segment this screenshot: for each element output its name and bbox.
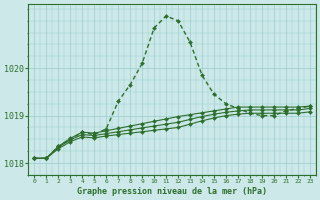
X-axis label: Graphe pression niveau de la mer (hPa): Graphe pression niveau de la mer (hPa) bbox=[77, 187, 267, 196]
